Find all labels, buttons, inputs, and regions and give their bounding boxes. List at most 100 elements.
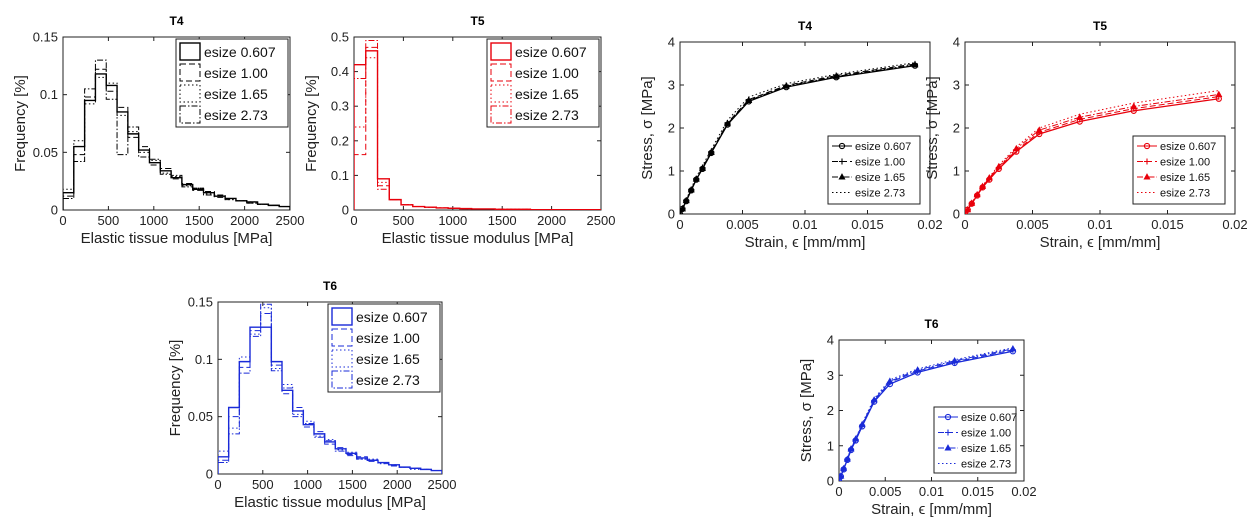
legend-swatch [331, 328, 353, 347]
x-tick-label: 0.02 [1222, 217, 1247, 232]
legend-swatch [179, 42, 201, 61]
legend-marker [839, 158, 845, 165]
histogram-bar [354, 79, 366, 210]
legend-label: esize 2.73 [356, 372, 420, 388]
x-tick-label: 0.01 [1087, 217, 1112, 232]
y-tick-label: 0 [206, 467, 213, 482]
y-tick-label: 0.1 [195, 352, 213, 367]
x-tick-label: 500 [393, 213, 415, 228]
legend-label: esize 1.65 [961, 443, 1011, 455]
x-tick-label: 0 [835, 484, 842, 499]
histogram-bar [182, 187, 193, 210]
data-point [745, 96, 753, 103]
x-tick-label: 0.01 [919, 484, 944, 499]
legend-box [1132, 135, 1226, 205]
legend-box [827, 135, 921, 205]
histogram-bar [483, 209, 495, 210]
plot-area [354, 39, 601, 210]
legend-label: esize 1.00 [356, 330, 420, 346]
histogram-bar [117, 155, 128, 210]
y-tick-label: 2 [827, 403, 834, 418]
legend-marker [1143, 173, 1151, 180]
x-tick-label: 1500 [185, 213, 214, 228]
histogram-bar [431, 471, 442, 474]
y-tick-label: 0 [668, 207, 675, 222]
data-point [832, 72, 840, 79]
data-point [843, 455, 851, 462]
x-tick-label: 0 [350, 213, 357, 228]
legend-label: esize 0.607 [204, 44, 276, 60]
data-point [914, 366, 922, 373]
data-point [1012, 144, 1020, 152]
y-tick-label: 0 [342, 203, 349, 218]
y-axis-label: Stress, σ [MPa] [798, 359, 815, 462]
data-point [1009, 344, 1017, 352]
legend: esize 0.607 esize 1.00 esize 1.65 esize 2.7… [327, 303, 441, 393]
histogram-bar [268, 205, 279, 210]
legend-swatch [179, 63, 201, 82]
legend-marker [945, 429, 951, 436]
histogram-bar [421, 469, 432, 474]
histogram-bar [63, 198, 74, 210]
histogram-bar [128, 127, 139, 210]
y-axis-label: Frequency [%] [12, 75, 29, 172]
histogram-bar [149, 159, 160, 210]
chart-title: T6 [924, 317, 938, 331]
x-tick-label: 0.02 [1011, 484, 1036, 499]
legend-marker [838, 173, 846, 180]
legend-label: esize 0.607 [1160, 141, 1216, 153]
x-axis-label: Elastic tissue modulus [MPa] [234, 494, 426, 511]
x-tick-label: 2500 [587, 213, 616, 228]
data-point [723, 119, 732, 127]
histogram-bar [279, 207, 290, 210]
chart-title: T4 [798, 19, 812, 33]
x-tick-label: 1500 [488, 213, 517, 228]
histogram-bar [95, 60, 106, 210]
legend-label: esize 1.65 [515, 86, 579, 102]
y-axis-label: Frequency [%] [303, 75, 320, 172]
chart-line-T5: T5 0 0.005 0.01 0.015 0.02 0 1 2 3 4 Strain, ϵ [mm/… [924, 19, 1248, 251]
y-axis-label: Frequency [%] [167, 340, 184, 437]
plot-frame [62, 36, 291, 211]
data-point [782, 82, 790, 89]
data-point [951, 356, 959, 364]
histogram-bar [519, 209, 531, 210]
histogram-series [218, 303, 442, 474]
data-point [852, 435, 860, 442]
chart-title: T5 [470, 14, 484, 28]
histogram-bar [346, 455, 357, 474]
histogram-bar [247, 203, 258, 210]
y-tick-label: 0.4 [331, 64, 349, 79]
histogram-bar [236, 201, 247, 210]
histogram-bar [436, 208, 448, 210]
histogram-bar [389, 200, 401, 210]
legend: esize 0.607 esize 1.00 esize 1.65 esize 2.7… [486, 38, 600, 128]
x-tick-label: 2000 [230, 213, 259, 228]
histogram-bar [160, 174, 171, 210]
legend-label: esize 0.607 [356, 309, 428, 325]
x-tick-label: 0 [214, 477, 221, 492]
y-tick-label: 2 [953, 121, 960, 136]
x-tick-label: 2000 [383, 477, 412, 492]
chart-title: T6 [323, 279, 337, 293]
histogram-bar [193, 188, 204, 210]
chart-title: T4 [169, 14, 183, 28]
legend-label: esize 1.65 [855, 172, 905, 184]
series-line [680, 62, 916, 214]
y-tick-label: 0.3 [331, 99, 349, 114]
y-tick-label: 1 [668, 164, 675, 179]
histogram-bar [74, 162, 85, 210]
x-tick-label: 0.005 [726, 217, 759, 232]
chart-title: T5 [1093, 19, 1107, 33]
histogram-bar [282, 388, 293, 474]
x-tick-label: 500 [98, 213, 120, 228]
legend-swatch [179, 84, 201, 103]
histogram-bar [472, 209, 484, 210]
chart-line-T6: T6 0 0.005 0.01 0.015 0.02 0 1 2 3 4 Strain, ϵ [mm/… [798, 317, 1037, 518]
data-point [1130, 102, 1138, 109]
chart-hist-T4: T4 0 500 1000 1500 2000 2500 0 0.05 0.1 0.15 Elasti… [12, 14, 304, 247]
x-tick-label: 1000 [293, 477, 322, 492]
y-tick-label: 0.1 [40, 87, 58, 102]
x-axis-label: Elastic tissue modulus [MPa] [382, 230, 574, 247]
data-point [682, 196, 690, 204]
